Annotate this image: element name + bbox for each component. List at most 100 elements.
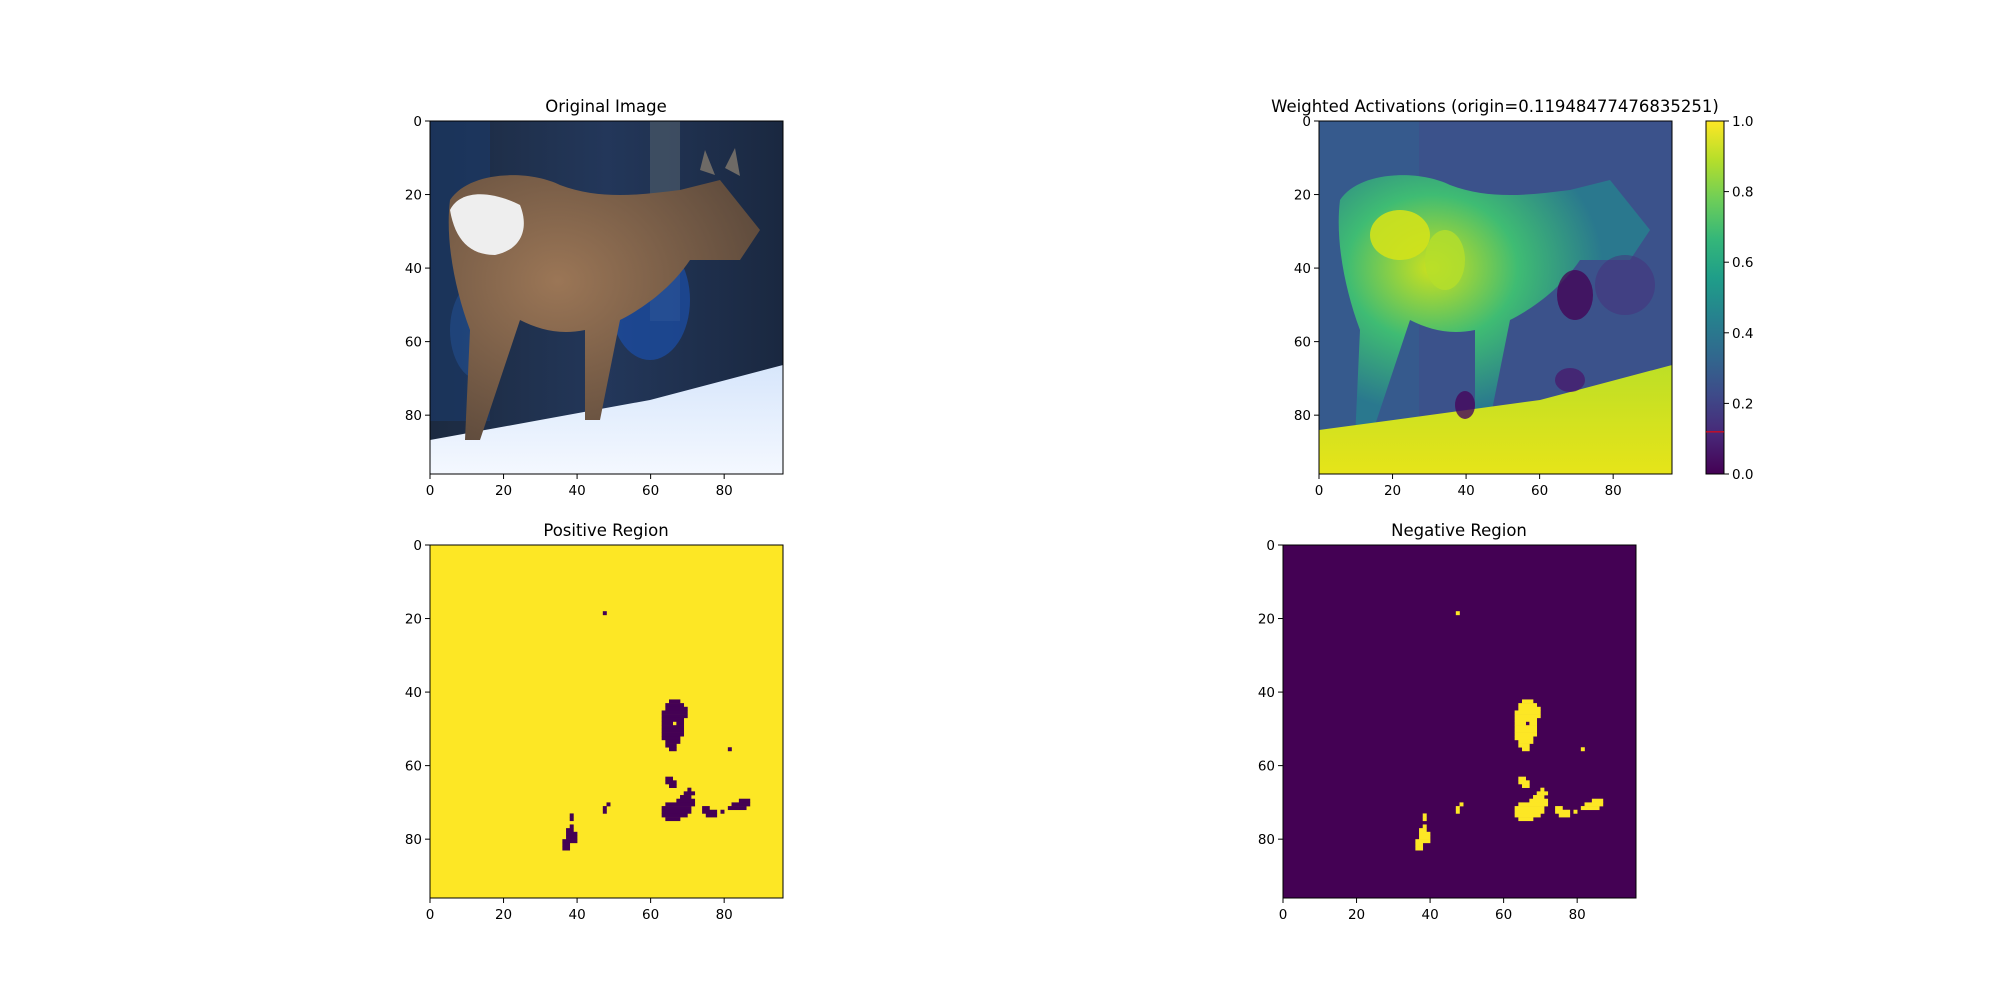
region-mask — [1415, 611, 1604, 851]
x-ticks: 0 20 40 60 80 — [1279, 898, 1586, 923]
region-pixel — [1419, 828, 1427, 833]
region-pixel — [661, 736, 681, 741]
x-tick-label: 60 — [1531, 483, 1548, 499]
region-pixel — [1419, 835, 1431, 840]
x-tick-label: 0 — [426, 907, 435, 923]
y-tick-label: 80 — [405, 408, 422, 424]
region-pixel — [665, 780, 677, 785]
y-ticks: 0 20 40 60 80 — [1258, 538, 1283, 848]
region-pixel — [661, 813, 688, 818]
region-pixel — [1514, 728, 1538, 733]
region-pixel — [661, 710, 688, 715]
y-tick-label: 20 — [405, 188, 422, 204]
region-pixel — [705, 813, 718, 818]
region-pixel — [1514, 736, 1534, 741]
x-tick-label: 60 — [642, 907, 659, 923]
region-pixel — [1455, 809, 1460, 814]
region-pixel — [661, 732, 685, 737]
region-pixel — [566, 828, 574, 833]
colorbar-tick-label: 0.2 — [1732, 396, 1753, 412]
region-pixel — [1580, 806, 1600, 811]
colorbar-gradient — [1705, 120, 1725, 475]
region-pixel — [566, 831, 578, 836]
panel-title: Positive Region — [543, 521, 668, 540]
region-pixel — [1518, 743, 1530, 748]
x-tick-label: 20 — [1348, 907, 1365, 923]
region-pixel — [1514, 717, 1538, 722]
region-pixel — [676, 721, 685, 726]
region-pixel — [1573, 809, 1578, 814]
region-pixel — [1522, 747, 1530, 752]
region-pixel — [1422, 824, 1427, 829]
region-pixel — [1514, 725, 1538, 730]
region-pixel — [1584, 802, 1604, 807]
region-pixel — [669, 747, 677, 752]
x-tick-label: 0 — [426, 483, 435, 499]
region-pixel — [1536, 791, 1549, 796]
photo-image — [430, 121, 783, 474]
region-pixel — [720, 809, 725, 814]
x-tick-label: 20 — [1384, 483, 1401, 499]
region-pixel — [1518, 739, 1534, 744]
x-tick-label: 40 — [1457, 483, 1474, 499]
region-pixel — [702, 806, 710, 811]
y-tick-label: 80 — [1258, 832, 1275, 848]
x-tick-label: 0 — [1315, 483, 1324, 499]
panel-weighted-activations: Weighted Activations (origin=0.119484774… — [1271, 97, 1753, 499]
x-ticks: 0 20 40 60 80 — [1315, 474, 1622, 499]
colorbar: 0.0 0.2 0.4 0.6 0.8 1.0 — [1705, 114, 1753, 483]
x-ticks: 0 20 40 60 80 — [426, 898, 733, 923]
region-pixel — [1518, 776, 1526, 781]
region-pixel — [1514, 806, 1545, 811]
y-tick-label: 60 — [405, 759, 422, 775]
region-pixel — [676, 798, 696, 803]
region-pixel — [1555, 806, 1563, 811]
region-pixel — [665, 817, 681, 822]
region-pixel — [562, 842, 571, 847]
y-tick-label: 0 — [1266, 538, 1275, 554]
region-pixel — [1419, 831, 1431, 836]
x-tick-label: 60 — [1495, 907, 1512, 923]
region-pixel — [602, 809, 607, 814]
x-tick-label: 80 — [1569, 907, 1586, 923]
region-pixel — [661, 728, 685, 733]
colorbar-tick-label: 0.0 — [1732, 467, 1753, 483]
x-tick-label: 60 — [642, 483, 659, 499]
region-pixel — [1422, 813, 1427, 818]
y-tick-label: 20 — [1258, 612, 1275, 628]
region-pixel — [1555, 809, 1571, 814]
region-pixel — [1558, 813, 1571, 818]
y-tick-label: 0 — [413, 114, 422, 130]
region-pixel — [661, 714, 688, 719]
panel-title: Original Image — [545, 97, 667, 116]
region-pixel — [1518, 703, 1538, 708]
region-pixel — [1422, 817, 1427, 822]
y-ticks: 0 20 40 60 80 — [405, 538, 430, 848]
region-pixel — [665, 739, 681, 744]
region-pixel — [1514, 809, 1545, 814]
region-pixel — [738, 798, 751, 803]
region-pixel — [569, 824, 574, 829]
region-pixel — [661, 725, 685, 730]
x-tick-label: 80 — [716, 483, 733, 499]
colorbar-tick-label: 0.4 — [1732, 326, 1753, 342]
region-pixel — [731, 802, 751, 807]
y-ticks: 0 20 40 60 80 — [1294, 114, 1319, 424]
region-pixel — [1514, 721, 1526, 726]
x-tick-label: 0 — [1279, 907, 1288, 923]
x-tick-label: 40 — [1421, 907, 1438, 923]
y-tick-label: 0 — [1302, 114, 1311, 130]
colorbar-tick-label: 1.0 — [1732, 114, 1753, 130]
region-pixel — [683, 791, 696, 796]
region-pixel — [562, 846, 571, 851]
region-pixel — [661, 721, 673, 726]
region-pixel — [1514, 813, 1541, 818]
region-pixel — [562, 839, 578, 844]
region-pixel — [1455, 611, 1460, 616]
y-tick-label: 80 — [1294, 408, 1311, 424]
region-pixel — [665, 802, 696, 807]
y-tick-label: 40 — [1258, 685, 1275, 701]
region-pixel — [1415, 846, 1424, 851]
region-pixel — [1514, 714, 1541, 719]
